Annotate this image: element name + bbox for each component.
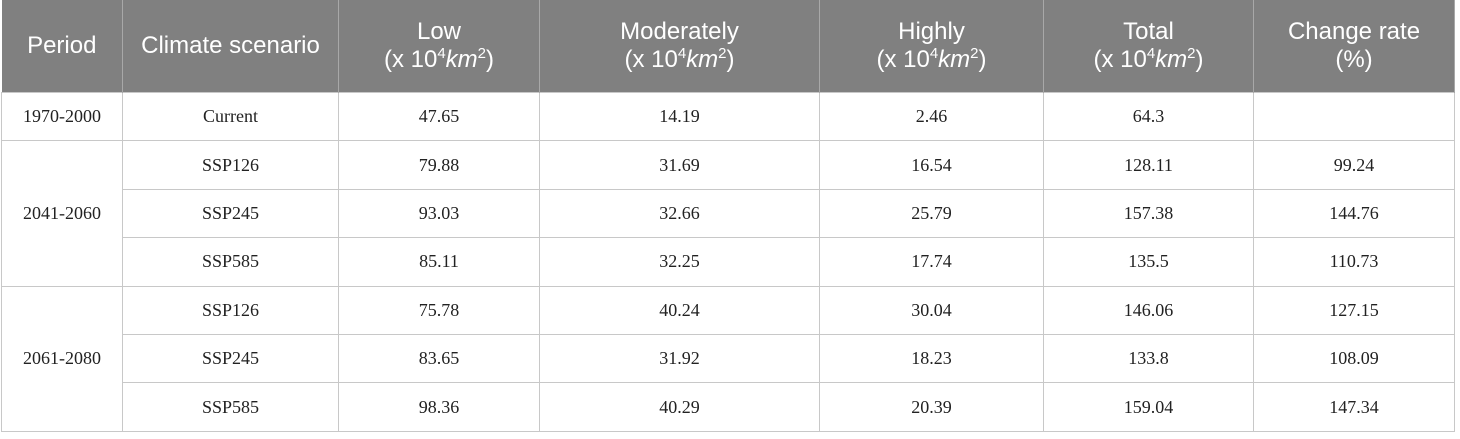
table-row: SSP245 93.03 32.66 25.79 157.38 144.76	[2, 188, 1455, 239]
header-row: Period Climate scenario Low (x 104km2) Moder…	[1, 0, 1455, 93]
table-row: SSP585 85.11 32.25 17.74 135.5 110.73	[2, 237, 1455, 287]
header-label: Highly	[898, 18, 965, 45]
table-header: Period Climate scenario Low (x 104km2) Moder…	[1, 0, 1455, 93]
scenario-cell: Current	[122, 91, 339, 142]
value-cell: 32.25	[539, 237, 820, 287]
value-cell: 2.46	[819, 91, 1044, 142]
value-cell: 144.76	[1253, 188, 1455, 239]
value-cell: 83.65	[338, 333, 540, 384]
header-cell: Climate scenario	[122, 0, 339, 93]
unit-exponent: 2	[477, 45, 487, 62]
unit-exponent: 2	[1187, 45, 1196, 62]
value-cell: 40.24	[539, 285, 820, 335]
value-cell: 75.78	[338, 285, 540, 335]
value-cell: 146.06	[1043, 285, 1254, 335]
unit-suffix: )	[486, 46, 495, 73]
header-cell: Low (x 104km2)	[338, 0, 540, 93]
header-label: Period	[27, 32, 97, 59]
value-cell: 99.24	[1253, 140, 1455, 190]
value-cell: 108.09	[1253, 333, 1455, 384]
table-body: 1970-2000 Current 47.65 14.19 2.46 64.3 2041-2…	[1, 91, 1455, 432]
scenario-cell: SSP126	[122, 285, 339, 335]
unit-prefix: (%)	[1335, 46, 1373, 73]
value-cell: 31.92	[539, 333, 820, 384]
table-row: 2041-2060 SSP126 79.88 31.69 16.54 128.11 99.2…	[1, 140, 1455, 287]
scenario-cell: SSP585	[122, 382, 339, 432]
unit-exponent: 4	[677, 45, 687, 62]
unit-suffix: )	[978, 46, 987, 73]
table-row: 1970-2000 Current 47.65 14.19 2.46 64.3	[1, 91, 1455, 142]
value-cell: 17.74	[819, 237, 1044, 287]
header-cell: Moderately (x 104km2)	[539, 0, 820, 93]
value-cell: 64.3	[1043, 91, 1254, 142]
value-cell: 79.88	[338, 140, 540, 190]
value-cell	[1253, 91, 1455, 142]
value-cell: 127.15	[1253, 285, 1455, 335]
value-cell: 31.69	[539, 140, 820, 190]
scenario-cell: SSP245	[122, 188, 339, 239]
value-cell: 25.79	[819, 188, 1044, 239]
table-row: SSP245 83.65 31.92 18.23 133.8 108.09	[2, 333, 1455, 384]
value-cell: 135.5	[1043, 237, 1254, 287]
unit-exponent: 2	[718, 45, 727, 62]
value-cell: 85.11	[338, 237, 540, 287]
value-cell: 133.8	[1043, 333, 1254, 384]
value-cell: 47.65	[338, 91, 540, 142]
unit-suffix: )	[726, 46, 735, 73]
value-cell: 14.19	[539, 91, 820, 142]
value-cell: 147.34	[1253, 382, 1455, 432]
header-cell: Change rate (%)	[1253, 0, 1455, 93]
period-cell: 1970-2000	[1, 91, 123, 142]
table-row: SSP585 98.36 40.29 20.39 159.04 147.34	[2, 382, 1455, 432]
header-cell: Period	[1, 0, 123, 93]
header-label: Change rate	[1287, 18, 1421, 45]
unit-exponent: 4	[1146, 45, 1156, 62]
header-cell: Total (x 104km2)	[1043, 0, 1254, 93]
unit-name: km	[938, 46, 971, 73]
unit-exponent: 4	[929, 45, 939, 62]
value-cell: 30.04	[819, 285, 1044, 335]
unit-prefix: (x 10	[1093, 46, 1147, 73]
value-cell: 20.39	[819, 382, 1044, 432]
header-label: Climate scenario	[141, 32, 320, 59]
header-label: Low	[416, 18, 462, 45]
unit-prefix: (x 10	[624, 46, 678, 73]
table-row: 2061-2080 SSP126 75.78 40.24 30.04 146.06 127.…	[1, 285, 1455, 432]
header-label: Total	[1123, 18, 1174, 45]
period-cell: 2061-2080	[1, 285, 123, 432]
unit-suffix: )	[1195, 46, 1204, 73]
value-cell: 110.73	[1253, 237, 1455, 287]
unit-name: km	[686, 46, 719, 73]
scenario-cell: SSP245	[122, 333, 339, 384]
value-cell: 98.36	[338, 382, 540, 432]
value-cell: 18.23	[819, 333, 1044, 384]
header-cell: Highly (x 104km2)	[819, 0, 1044, 93]
unit-exponent: 4	[437, 45, 446, 62]
value-cell: 32.66	[539, 188, 820, 239]
unit-prefix: (x 10	[383, 46, 438, 73]
unit-name: km	[1155, 46, 1188, 73]
value-cell: 128.11	[1043, 140, 1254, 190]
value-cell: 16.54	[819, 140, 1044, 190]
unit-prefix: (x 10	[876, 46, 930, 73]
period-cell: 2041-2060	[1, 140, 123, 287]
unit-name: km	[445, 46, 478, 73]
header-label: Moderately	[620, 18, 739, 45]
value-cell: 40.29	[539, 382, 820, 432]
value-cell: 93.03	[338, 188, 540, 239]
scenario-cell: SSP585	[122, 237, 339, 287]
value-cell: 157.38	[1043, 188, 1254, 239]
unit-exponent: 2	[970, 45, 979, 62]
value-cell: 159.04	[1043, 382, 1254, 432]
scenario-cell: SSP126	[122, 140, 339, 190]
